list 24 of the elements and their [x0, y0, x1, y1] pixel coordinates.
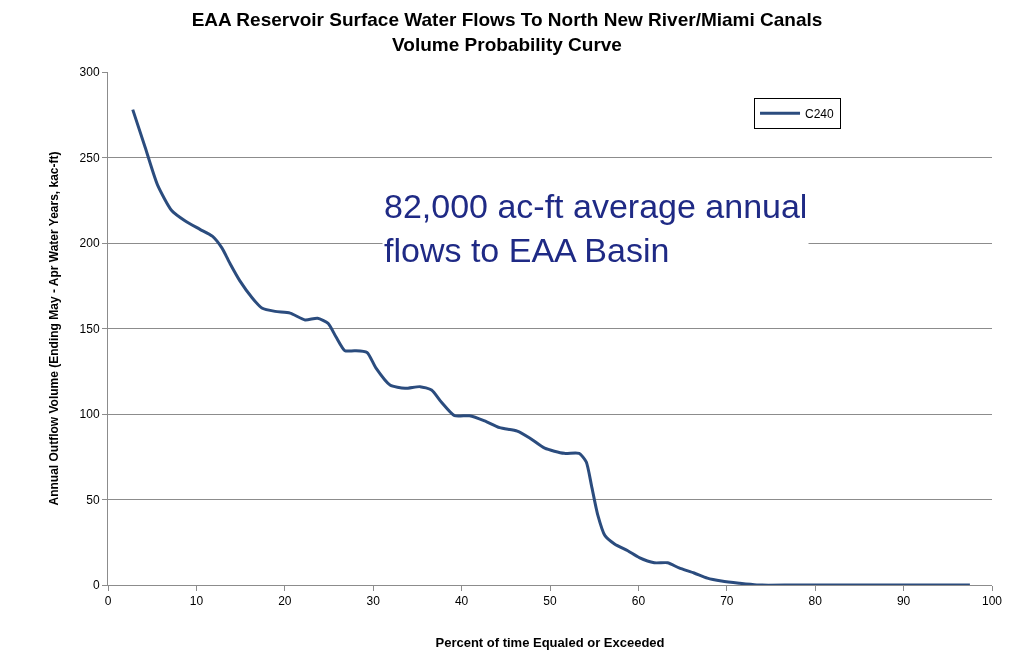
y-tick-label: 300 [79, 65, 100, 80]
line-series [131, 108, 972, 585]
x-axis-title: Percent of time Equaled or Exceeded [435, 635, 665, 650]
chart-title: EAA Reservoir Surface Water Flows To North New River/Miami Canals Volume Probability Curve [191, 9, 823, 56]
y-tick-label: 100 [79, 407, 100, 422]
x-tick-label: 80 [808, 594, 823, 609]
y-tick-label: 200 [79, 236, 100, 251]
annotation: 82,000 ac-ft average annual flows to EAA Basin [384, 187, 808, 270]
y-axis-title: Annual Outflow Volume (Ending May - Apr Water Years, kac-ft) [46, 151, 61, 506]
x-tick-label: 10 [189, 594, 204, 609]
y-tick-label: 150 [79, 321, 100, 336]
y-tick-label: 250 [79, 150, 100, 165]
legend-label: C240 [805, 106, 835, 121]
x-tick-label: 60 [631, 594, 646, 609]
x-tick-label: 20 [278, 594, 292, 609]
y-tick-label: 50 [86, 492, 100, 507]
x-tick-label: 50 [543, 594, 557, 609]
x-tick-label: 100 [981, 594, 1003, 609]
x-tick-label: 30 [366, 594, 381, 609]
y-tick-label: 0 [92, 578, 100, 593]
x-tick-label: 40 [454, 594, 469, 609]
x-tick-label: 70 [720, 594, 734, 609]
x-tick-label: 0 [104, 594, 112, 609]
x-tick-label: 90 [896, 594, 911, 609]
